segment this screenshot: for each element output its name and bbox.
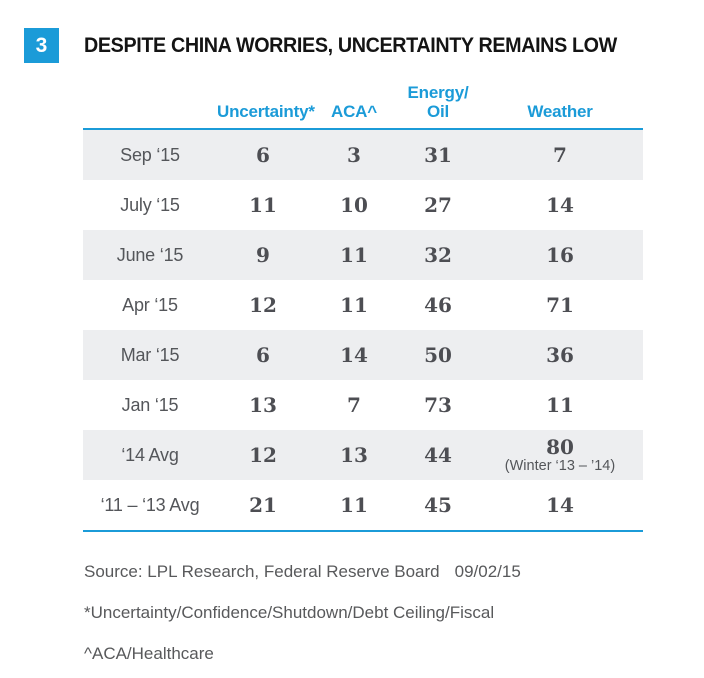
row-period-label: Sep ‘15 (120, 144, 180, 165)
row-period-label: ‘14 Avg (121, 444, 179, 465)
cell-aca: 11 (340, 243, 368, 267)
cell-uncertainty: 12 (249, 443, 277, 467)
cell-energy-oil: 31 (424, 143, 452, 167)
figure-number-badge: 3 (24, 28, 59, 63)
cell-energy-oil: 44 (424, 443, 452, 467)
table-row: Jan ‘15 13 7 73 11 (83, 380, 643, 430)
cell-energy-oil: 50 (424, 343, 452, 367)
cell-aca: 11 (340, 293, 368, 317)
table-row: Apr ‘15 12 11 46 71 (83, 280, 643, 330)
cell-aca: 11 (309, 480, 399, 532)
table-row: Mar ‘15 6 14 50 36 (83, 330, 643, 380)
cell-uncertainty: 11 (249, 193, 277, 217)
row-period-label: July ‘15 (120, 194, 180, 215)
table-row: ‘14 Avg 12 13 44 80 (Winter ‘13 – ’14) (83, 430, 643, 480)
col-header-weather: Weather (477, 65, 643, 130)
cell-weather: 16 (546, 243, 574, 267)
cell-uncertainty: 6 (256, 343, 270, 367)
col-header-uncertainty: Uncertainty* (217, 65, 315, 130)
cell-aca: 14 (340, 343, 368, 367)
table-header-row: Uncertainty* ACA^ Energy/ Oil Weather (83, 65, 643, 130)
row-period-label: Mar ‘15 (120, 344, 180, 365)
data-table: Uncertainty* ACA^ Energy/ Oil Weather Se… (83, 65, 643, 532)
table-head: Uncertainty* ACA^ Energy/ Oil Weather (83, 65, 643, 130)
source-text: Source: LPL Research, Federal Reserve Bo… (84, 562, 440, 581)
cell-weather-value: 80 (546, 435, 574, 460)
cell-energy-oil: 27 (424, 193, 452, 217)
figure-footer: Source: LPL Research, Federal Reserve Bo… (84, 562, 704, 664)
row-period-label: Apr ‘15 (122, 294, 178, 315)
cell-weather: 14 (546, 193, 574, 217)
cell-energy-oil: 46 (424, 293, 452, 317)
cell-aca: 7 (347, 393, 361, 417)
table-body: Sep ‘15 6 3 31 7 July ‘15 11 10 27 14 June ‘15 9 11 3… (83, 129, 643, 532)
cell-weather: 80 (Winter ‘13 – ’14) (477, 430, 643, 480)
figure-header: 3 DESPITE CHINA WORRIES, UNCERTAINTY REM… (0, 0, 704, 63)
row-period-label: ‘11 – ‘13 Avg (83, 480, 217, 532)
table-row: June ‘15 9 11 32 16 (83, 230, 643, 280)
cell-energy-oil: 32 (424, 243, 452, 267)
cell-weather: 14 (477, 480, 643, 532)
source-line: Source: LPL Research, Federal Reserve Bo… (84, 562, 704, 582)
cell-weather: 36 (546, 343, 574, 367)
cell-aca: 13 (340, 443, 368, 467)
figure-title: DESPITE CHINA WORRIES, UNCERTAINTY REMAI… (84, 33, 617, 57)
table-row: Sep ‘15 6 3 31 7 (83, 129, 643, 180)
footnote-aca: ^ACA/Healthcare (84, 644, 214, 663)
cell-uncertainty: 13 (249, 393, 277, 417)
table-container: Uncertainty* ACA^ Energy/ Oil Weather Se… (83, 65, 643, 532)
col-header-aca: ACA^ (309, 65, 399, 130)
footnote-uncertainty: *Uncertainty/Confidence/Shutdown/Debt Ce… (84, 603, 495, 622)
col-header-energy-line1: Energy/ (407, 82, 469, 102)
table-row: July ‘15 11 10 27 14 (83, 180, 643, 230)
cell-uncertainty: 21 (217, 480, 309, 532)
cell-energy-oil: 45 (399, 480, 477, 532)
col-header-period (83, 65, 217, 130)
cell-weather: 11 (546, 393, 574, 417)
cell-uncertainty: 6 (256, 143, 270, 167)
col-header-energy-line2: Oil (426, 101, 450, 121)
cell-uncertainty: 9 (256, 243, 270, 267)
col-header-energy-oil: Energy/ Oil (399, 65, 477, 130)
cell-weather: 7 (553, 143, 567, 167)
cell-weather-note: (Winter ‘13 – ’14) (504, 458, 616, 475)
cell-weather: 71 (546, 293, 574, 317)
cell-uncertainty: 12 (249, 293, 277, 317)
row-period-label: June ‘15 (116, 244, 184, 265)
source-date: 09/02/15 (454, 562, 521, 581)
cell-aca: 3 (347, 143, 361, 167)
cell-energy-oil: 73 (424, 393, 452, 417)
cell-aca: 10 (340, 193, 368, 217)
table-row: ‘11 – ‘13 Avg 21 11 45 14 (83, 480, 643, 532)
row-period-label: Jan ‘15 (121, 394, 179, 415)
